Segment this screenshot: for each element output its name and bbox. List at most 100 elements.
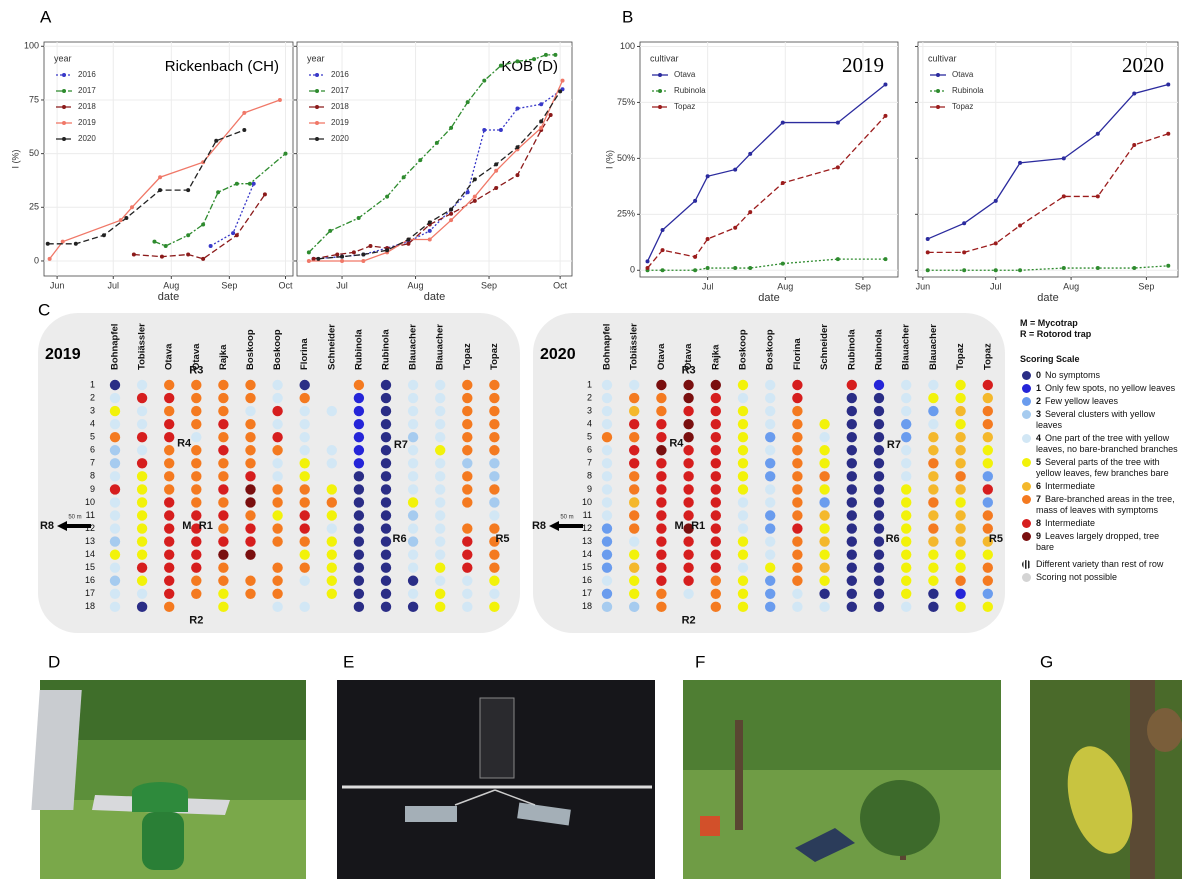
tree-score [354, 510, 364, 520]
tree-score [435, 497, 445, 507]
tree-score [354, 380, 364, 390]
data-point [962, 268, 966, 272]
tree-score [847, 380, 857, 390]
tree-score [847, 549, 857, 559]
tree-score [218, 484, 228, 494]
tree-score [765, 432, 775, 442]
tree-score [901, 576, 911, 586]
tree-score [408, 445, 418, 455]
data-point [515, 107, 519, 111]
tree-score [218, 563, 228, 573]
tree-score [738, 393, 748, 403]
tree-score [602, 549, 612, 559]
legend-swatch [658, 105, 662, 109]
y-tick-label: 50% [617, 153, 635, 163]
legend-swatch [62, 121, 66, 125]
tree-score [354, 445, 364, 455]
tree-score [738, 536, 748, 546]
data-point [661, 228, 665, 232]
y-tick-label: 0 [34, 255, 39, 265]
tree-score [738, 445, 748, 455]
data-point [883, 114, 887, 118]
row-label: 16 [582, 575, 592, 585]
tree-score [191, 406, 201, 416]
tree-score [300, 510, 310, 520]
data-point [994, 199, 998, 203]
tree-score [983, 380, 993, 390]
tree-score [489, 563, 499, 573]
tree-score [602, 510, 612, 520]
tree-score [408, 393, 418, 403]
tree-score [874, 589, 884, 599]
data-point [385, 248, 389, 252]
tree-score [245, 536, 255, 546]
tree-score [272, 393, 282, 403]
data-point [499, 128, 503, 132]
data-point [836, 257, 840, 261]
data-point [74, 242, 78, 246]
tree-score [819, 549, 829, 559]
tree-score [765, 510, 775, 520]
panel-letter: A [40, 7, 52, 26]
tree-score [629, 563, 639, 573]
data-point [186, 233, 190, 237]
tree-score [381, 393, 391, 403]
tree-score [847, 602, 857, 612]
x-tick-label: Oct [279, 280, 294, 290]
legend-swatch [315, 137, 319, 141]
scale-text: 1Only few spots, no yellow leaves [1036, 383, 1175, 394]
data-point [428, 229, 432, 233]
legend-swatch [315, 73, 319, 77]
tree-score [218, 497, 228, 507]
tree-score [462, 406, 472, 416]
tree-score [983, 563, 993, 573]
row-label: 17 [85, 588, 95, 598]
tree-score [191, 432, 201, 442]
data-point [994, 241, 998, 245]
tree-score [928, 576, 938, 586]
column-label: Topaz [489, 343, 500, 370]
tree-score [110, 589, 120, 599]
column-label: Schneider [819, 324, 830, 370]
tree-score [874, 576, 884, 586]
trap-marker: R8 [532, 520, 546, 532]
tree-score [683, 471, 693, 481]
data-point [693, 199, 697, 203]
data-point [661, 268, 665, 272]
column-label: Rajka [218, 344, 229, 370]
tree-score [218, 523, 228, 533]
data-point [494, 162, 498, 166]
data-point [158, 175, 162, 179]
tree-score [191, 419, 201, 429]
legend-title: year [307, 53, 325, 63]
row-label: 3 [90, 405, 95, 415]
tree-score [683, 380, 693, 390]
tree-score [629, 406, 639, 416]
data-point [242, 128, 246, 132]
tree-score [489, 484, 499, 494]
x-tick-label: Jul [108, 280, 120, 290]
tree-score [874, 549, 884, 559]
x-tick-label: Aug [163, 280, 179, 290]
trap-marker: R8 [40, 520, 54, 532]
tree-score [354, 523, 364, 533]
tree-score [408, 589, 418, 599]
legend-swatch [936, 89, 940, 93]
tree-score [928, 445, 938, 455]
tree-score [629, 602, 639, 612]
data-point [328, 229, 332, 233]
tree-score [381, 445, 391, 455]
tree-score [462, 471, 472, 481]
row-label: 8 [587, 471, 592, 481]
tree-score [792, 419, 802, 429]
tree-score [408, 484, 418, 494]
tree-score [300, 445, 310, 455]
tree-score [983, 445, 993, 455]
tree-score [602, 523, 612, 533]
tree-score [462, 393, 472, 403]
data-point [482, 79, 486, 83]
tree-score [738, 497, 748, 507]
data-point [164, 244, 168, 248]
data-point [152, 240, 156, 244]
tree-score [381, 563, 391, 573]
